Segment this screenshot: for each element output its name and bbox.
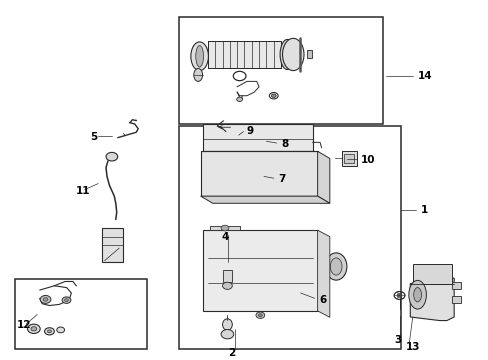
Bar [178,126,400,348]
Ellipse shape [236,97,242,102]
Ellipse shape [282,39,304,71]
Bar [222,270,232,282]
Bar [178,17,383,125]
Text: 12: 12 [17,320,31,330]
Polygon shape [409,278,453,320]
Bar [317,256,335,277]
Bar [203,230,317,311]
Text: 5: 5 [90,132,97,142]
Ellipse shape [40,296,51,303]
Text: 9: 9 [246,126,254,135]
Ellipse shape [325,253,346,280]
Bar [200,151,317,196]
Ellipse shape [27,324,40,333]
Ellipse shape [64,299,68,302]
Ellipse shape [221,225,228,231]
Ellipse shape [396,294,401,297]
Text: 10: 10 [360,155,374,165]
Bar [341,151,356,166]
Text: 6: 6 [319,295,326,305]
Bar [102,228,122,262]
Polygon shape [317,230,329,317]
Ellipse shape [43,298,48,301]
Bar [451,296,461,303]
Text: 1: 1 [420,206,427,216]
Text: 8: 8 [281,139,288,149]
Ellipse shape [106,152,118,161]
Ellipse shape [195,45,203,67]
Ellipse shape [62,297,71,303]
Text: 3: 3 [394,334,401,345]
Ellipse shape [31,327,37,331]
Text: 7: 7 [278,174,285,184]
Bar [203,125,312,151]
Bar [451,282,461,289]
Polygon shape [200,196,329,203]
Bar [210,226,239,230]
Ellipse shape [413,288,421,302]
Ellipse shape [330,258,341,275]
Ellipse shape [221,329,233,339]
Ellipse shape [47,330,51,333]
Text: 4: 4 [221,232,228,242]
Text: 13: 13 [405,342,419,352]
Ellipse shape [222,319,232,330]
Ellipse shape [271,94,276,98]
Bar [207,41,281,68]
Ellipse shape [190,42,208,71]
Ellipse shape [408,280,426,309]
Text: 2: 2 [228,348,235,358]
Ellipse shape [222,282,232,289]
Bar [344,154,353,163]
Bar [306,50,311,58]
Bar [412,264,451,284]
Bar [15,279,147,348]
Polygon shape [317,151,329,203]
Text: 11: 11 [76,186,91,196]
Text: 14: 14 [417,71,431,81]
Ellipse shape [255,312,264,318]
Ellipse shape [280,40,294,69]
Ellipse shape [258,314,262,317]
Ellipse shape [193,68,202,81]
Ellipse shape [44,328,54,335]
Ellipse shape [57,327,64,333]
